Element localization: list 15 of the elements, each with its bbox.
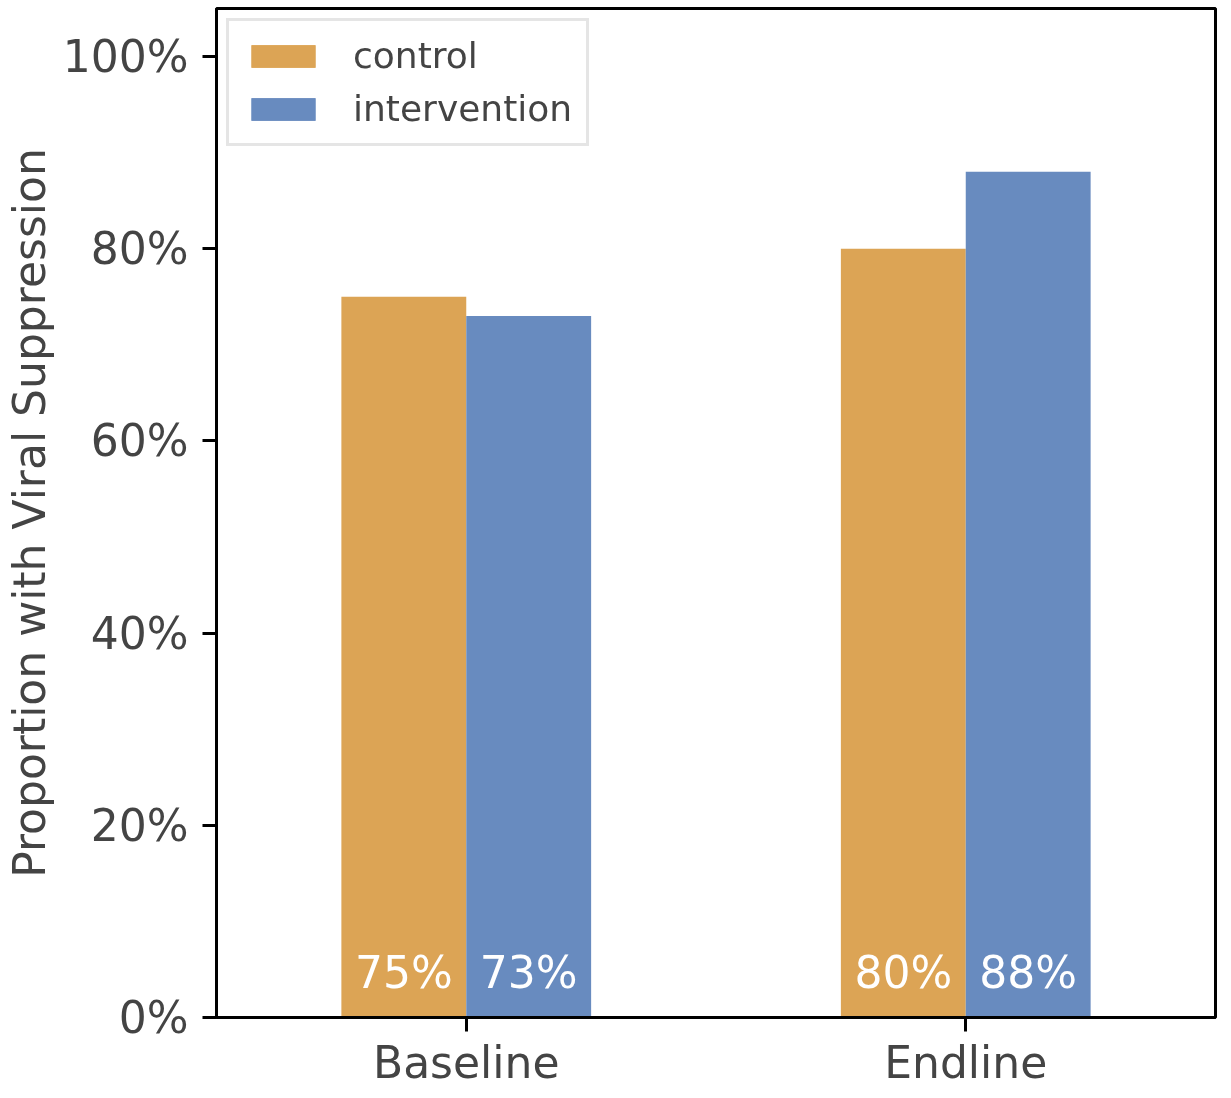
text: 75%: [354, 946, 453, 998]
x-tick-label: Baseline: [372, 1036, 560, 1088]
x-tick-label: Endline: [884, 1036, 1048, 1088]
y-tick-label: 60%: [90, 415, 189, 467]
legend-label: control: [353, 35, 478, 76]
text: 88%: [979, 946, 1078, 998]
y-tick-label: 20%: [90, 799, 189, 851]
y-axis-title: Proportion with Viral Suppression: [3, 148, 55, 878]
y-tick-label: 80%: [90, 223, 189, 275]
legend-label: intervention: [353, 88, 573, 129]
text: 73%: [479, 946, 578, 998]
y-tick-label: 0%: [118, 992, 189, 1043]
y-tick-label: 40%: [90, 607, 189, 659]
text: 80%: [854, 946, 953, 998]
y-tick-label: 100%: [62, 31, 189, 83]
